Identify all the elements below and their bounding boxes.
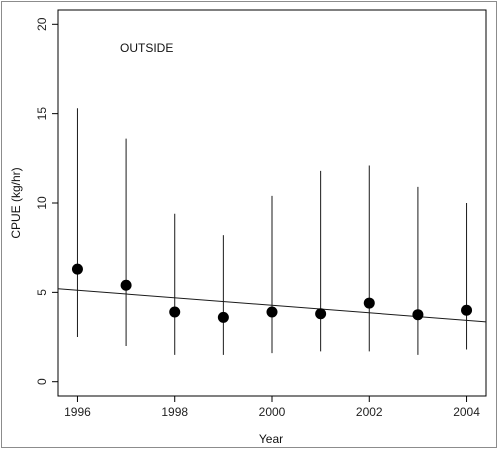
data-point [461,304,473,316]
data-point [169,306,181,318]
plot-annotation: OUTSIDE [120,41,173,55]
data-points [71,263,473,323]
x-tick-label: 2000 [259,405,286,419]
x-tick-label: 2002 [356,405,383,419]
y-axis-title: CPUE (kg/hr) [9,167,23,238]
x-tick-label: 2004 [453,405,480,419]
x-tick-label: 1998 [161,405,188,419]
data-point [315,308,327,320]
data-point [266,306,278,318]
y-tick-label: 20 [35,17,49,31]
x-tick-label: 1996 [64,405,91,419]
data-point [363,297,375,309]
data-point [120,279,132,291]
y-tick-label: 5 [35,289,49,296]
y-axis: 0 5 10 15 20 [35,17,58,385]
data-point [71,263,83,275]
y-tick-label: 15 [35,107,49,121]
x-axis-title: Year [259,432,283,446]
error-bars [76,108,468,355]
data-point [217,311,229,323]
y-tick-label: 10 [35,196,49,210]
x-axis: 1996 1998 2000 2002 2004 [64,396,480,419]
data-point [412,309,424,321]
y-tick-label: 0 [35,378,49,385]
